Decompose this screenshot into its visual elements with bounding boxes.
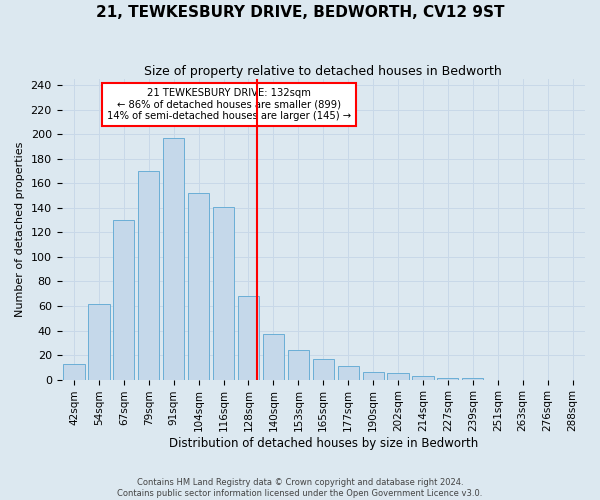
Bar — [437, 378, 458, 380]
Title: Size of property relative to detached houses in Bedworth: Size of property relative to detached ho… — [145, 65, 502, 78]
Bar — [188, 193, 209, 380]
Bar — [388, 374, 409, 380]
Text: 21 TEWKESBURY DRIVE: 132sqm
← 86% of detached houses are smaller (899)
14% of se: 21 TEWKESBURY DRIVE: 132sqm ← 86% of det… — [107, 88, 351, 122]
Bar — [238, 296, 259, 380]
Bar — [462, 378, 484, 380]
Text: Contains HM Land Registry data © Crown copyright and database right 2024.
Contai: Contains HM Land Registry data © Crown c… — [118, 478, 482, 498]
Y-axis label: Number of detached properties: Number of detached properties — [15, 142, 25, 317]
Bar — [88, 304, 110, 380]
Bar — [288, 350, 309, 380]
X-axis label: Distribution of detached houses by size in Bedworth: Distribution of detached houses by size … — [169, 437, 478, 450]
Bar — [263, 334, 284, 380]
Bar — [113, 220, 134, 380]
Bar — [412, 376, 434, 380]
Bar — [313, 359, 334, 380]
Bar — [138, 171, 160, 380]
Text: 21, TEWKESBURY DRIVE, BEDWORTH, CV12 9ST: 21, TEWKESBURY DRIVE, BEDWORTH, CV12 9ST — [96, 5, 504, 20]
Bar — [338, 366, 359, 380]
Bar — [64, 364, 85, 380]
Bar — [362, 372, 384, 380]
Bar — [163, 138, 184, 380]
Bar — [213, 206, 234, 380]
